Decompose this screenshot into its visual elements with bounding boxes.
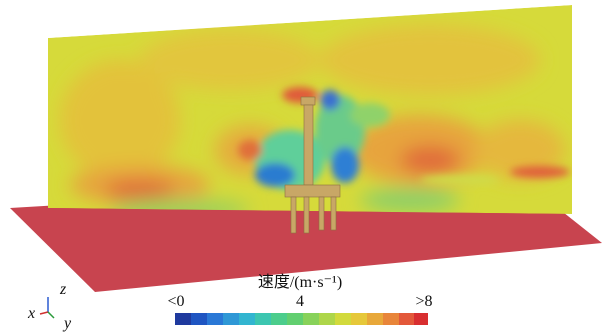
axis-label: x xyxy=(27,305,35,322)
colorbar-tick-label: >8 xyxy=(415,293,432,310)
colorbar-title: 速度/(m·s⁻¹) xyxy=(258,273,342,291)
axis-triad xyxy=(40,297,54,318)
page: 速度/(m·s⁻¹) <0 4 >8 z x y xyxy=(0,0,606,334)
axis-label: z xyxy=(59,281,67,298)
colorbar-tick-label: <0 xyxy=(167,293,184,310)
figure: 速度/(m·s⁻¹) <0 4 >8 z x y xyxy=(0,0,606,334)
colorbar xyxy=(175,313,428,325)
axis-label: y xyxy=(62,315,72,332)
colorbar-tick-label: 4 xyxy=(296,293,304,310)
